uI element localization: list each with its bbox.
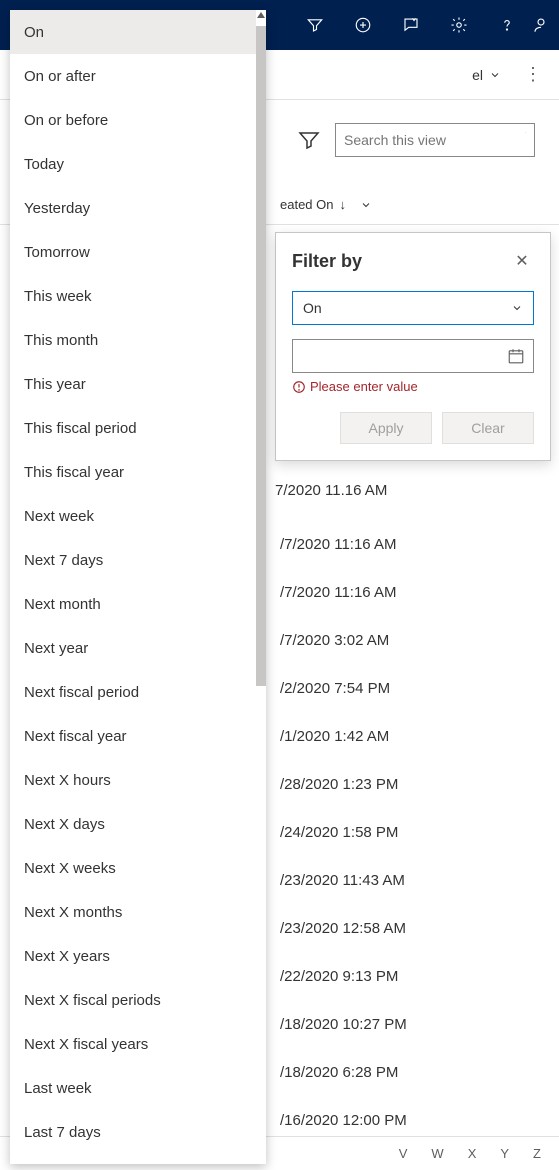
table-row[interactable]: /1/2020 1:42 AM — [270, 712, 389, 760]
funnel-icon[interactable] — [291, 0, 339, 50]
alpha-w[interactable]: W — [431, 1146, 443, 1161]
table-row[interactable]: /23/2020 11:43 AM — [270, 856, 405, 904]
dropdown-option[interactable]: On or before — [10, 98, 256, 142]
operator-dropdown: OnOn or afterOn or beforeTodayYesterdayT… — [10, 10, 266, 1164]
dropdown-option[interactable]: Last week — [10, 1066, 256, 1110]
dropdown-option[interactable]: On or after — [10, 54, 256, 98]
table-row[interactable]: /24/2020 1:58 PM — [270, 808, 398, 856]
excel-label[interactable]: el — [472, 67, 483, 83]
dropdown-option[interactable]: This month — [10, 318, 256, 362]
dropdown-option[interactable]: Yesterday — [10, 186, 256, 230]
dropdown-option[interactable]: Next X hours — [10, 758, 256, 802]
calendar-icon — [507, 347, 525, 365]
column-label: eated On — [280, 197, 334, 212]
dropdown-option[interactable]: Next X days — [10, 802, 256, 846]
user-icon[interactable] — [531, 0, 551, 50]
clear-button[interactable]: Clear — [442, 412, 534, 444]
error-message: Please enter value — [292, 379, 534, 394]
table-row[interactable]: /18/2020 6:28 PM — [270, 1048, 398, 1096]
dropdown-option[interactable]: Next fiscal year — [10, 714, 256, 758]
alpha-z[interactable]: Z — [533, 1146, 541, 1161]
apply-button[interactable]: Apply — [340, 412, 432, 444]
dropdown-option[interactable]: Next month — [10, 582, 256, 626]
filter-title: Filter by — [292, 251, 362, 272]
more-commands-button[interactable]: ⋮ — [517, 59, 549, 91]
scrollbar-thumb[interactable] — [256, 26, 266, 686]
error-icon — [292, 380, 306, 394]
scroll-up-arrow[interactable] — [257, 12, 265, 18]
chevron-down-icon[interactable] — [360, 199, 372, 211]
alpha-v[interactable]: V — [399, 1146, 408, 1161]
dropdown-option[interactable]: Next X weeks — [10, 846, 256, 890]
alpha-x[interactable]: X — [468, 1146, 477, 1161]
feedback-icon[interactable] — [387, 0, 435, 50]
plus-circle-icon[interactable] — [339, 0, 387, 50]
dropdown-option[interactable]: On — [10, 10, 256, 54]
dropdown-option[interactable]: This year — [10, 362, 256, 406]
operator-value: On — [303, 300, 322, 316]
dropdown-option[interactable]: Today — [10, 142, 256, 186]
dropdown-option[interactable]: Next year — [10, 626, 256, 670]
date-input[interactable] — [292, 339, 534, 373]
table-row[interactable]: /7/2020 11:16 AM — [270, 520, 396, 568]
dropdown-option[interactable]: This week — [10, 274, 256, 318]
error-text: Please enter value — [310, 379, 418, 394]
table-row[interactable]: /22/2020 9:13 PM — [270, 952, 398, 1000]
table-row[interactable]: /7/2020 3:02 AM — [270, 616, 389, 664]
help-icon[interactable] — [483, 0, 531, 50]
gear-icon[interactable] — [435, 0, 483, 50]
dropdown-option[interactable]: This fiscal period — [10, 406, 256, 450]
dropdown-option[interactable]: Next 7 days — [10, 538, 256, 582]
dropdown-option[interactable]: Next X years — [10, 934, 256, 978]
search-input-wrapper[interactable] — [335, 123, 535, 157]
dropdown-option[interactable]: Next X months — [10, 890, 256, 934]
table-row[interactable]: /7/2020 11:16 AM — [270, 568, 396, 616]
dropdown-option[interactable]: This fiscal year — [10, 450, 256, 494]
table-row[interactable]: /2/2020 7:54 PM — [270, 664, 390, 712]
dropdown-option[interactable]: Next X fiscal periods — [10, 978, 256, 1022]
dropdown-option[interactable]: Next X fiscal years — [10, 1022, 256, 1066]
dropdown-option[interactable]: Last month — [10, 1154, 256, 1164]
data-grid: /7/2020 11:16 AM/7/2020 11:16 AM/7/2020 … — [270, 470, 559, 1130]
search-input[interactable] — [344, 132, 525, 148]
filter-icon[interactable] — [297, 128, 321, 152]
chevron-down-icon — [511, 302, 523, 314]
dropdown-option[interactable]: Next fiscal period — [10, 670, 256, 714]
search-icon[interactable] — [525, 132, 526, 148]
table-row[interactable]: /23/2020 12:58 AM — [270, 904, 406, 952]
chevron-down-icon[interactable] — [489, 69, 501, 81]
filter-popover: Filter by ✕ On Please enter value Apply … — [275, 232, 551, 461]
table-row[interactable]: /28/2020 1:23 PM — [270, 760, 398, 808]
close-icon[interactable]: ✕ — [510, 249, 534, 273]
dropdown-option[interactable]: Next week — [10, 494, 256, 538]
dropdown-option[interactable]: Tomorrow — [10, 230, 256, 274]
table-row[interactable]: /18/2020 10:27 PM — [270, 1000, 407, 1048]
dropdown-option[interactable]: Last 7 days — [10, 1110, 256, 1154]
sort-arrow-down-icon: ↓ — [340, 197, 347, 212]
alpha-y[interactable]: Y — [500, 1146, 509, 1161]
operator-select[interactable]: On — [292, 291, 534, 325]
